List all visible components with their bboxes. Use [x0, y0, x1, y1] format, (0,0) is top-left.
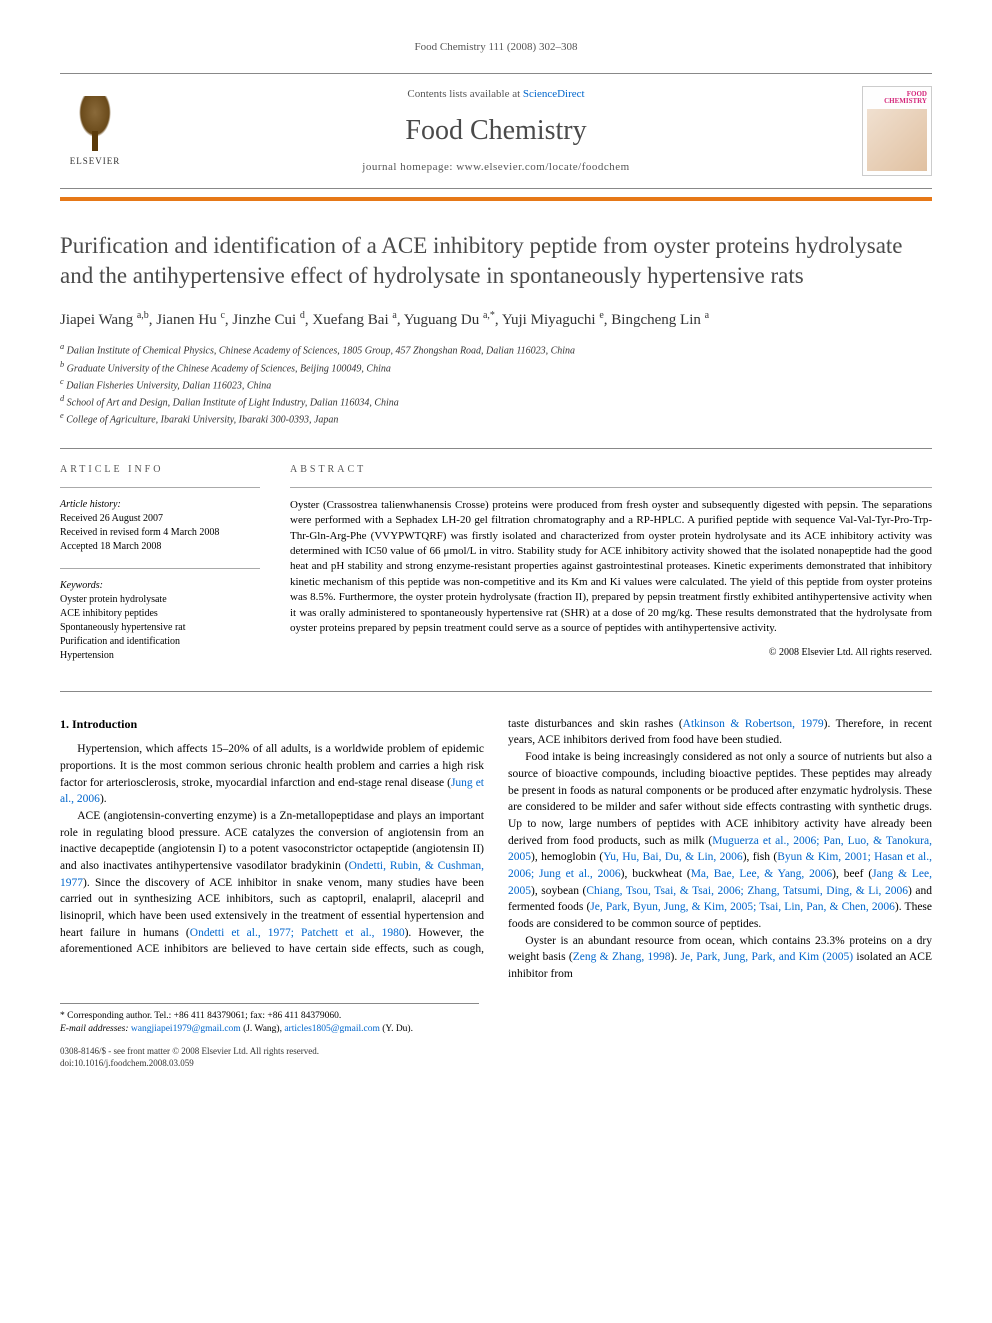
keyword-line: ACE inhibitory peptides [60, 607, 260, 621]
citation-link[interactable]: Ma, Bae, Lee, & Yang, 2006 [691, 868, 832, 880]
history-label: Article history: [60, 498, 260, 512]
keywords-block: Keywords: Oyster protein hydrolysateACE … [60, 579, 260, 663]
section-heading: 1. Introduction [60, 716, 484, 733]
publisher-logo: ELSEVIER [60, 91, 130, 171]
article-info-heading: ARTICLE INFO [60, 463, 260, 477]
article-title: Purification and identification of a ACE… [60, 231, 932, 291]
corresponding-author: * Corresponding author. Tel.: +86 411 84… [60, 1010, 479, 1023]
journal-title: Food Chemistry [150, 111, 842, 150]
citation-link[interactable]: Ondetti et al., 1977; Patchett et al., 1… [190, 927, 405, 939]
abstract-copyright: © 2008 Elsevier Ltd. All rights reserved… [290, 646, 932, 660]
banner-center: Contents lists available at ScienceDirec… [150, 87, 842, 175]
homepage-url: www.elsevier.com/locate/foodchem [456, 161, 630, 173]
publisher-label: ELSEVIER [70, 155, 121, 168]
affiliations: a Dalian Institute of Chemical Physics, … [60, 341, 932, 428]
journal-homepage-line: journal homepage: www.elsevier.com/locat… [150, 160, 842, 175]
citation-link[interactable]: Je, Park, Byun, Jung, & Kim, 2005; Tsai,… [590, 901, 895, 913]
keyword-line: Purification and identification [60, 635, 260, 649]
abstract-text: Oyster (Crassostrea talienwhanensis Cros… [290, 498, 932, 637]
affiliation-line: d School of Art and Design, Dalian Insti… [60, 393, 932, 410]
front-matter-line: 0308-8146/$ - see front matter © 2008 El… [60, 1046, 932, 1058]
history-line: Accepted 18 March 2008 [60, 540, 260, 554]
affiliation-line: a Dalian Institute of Chemical Physics, … [60, 341, 932, 358]
affiliation-line: b Graduate University of the Chinese Aca… [60, 359, 932, 376]
footer-meta: 0308-8146/$ - see front matter © 2008 El… [60, 1046, 932, 1069]
homepage-prefix: journal homepage: [362, 161, 456, 173]
contents-prefix: Contents lists available at [407, 88, 522, 100]
cover-thumb-title: FOOD CHEMISTRY [867, 91, 927, 105]
abstract-heading: ABSTRACT [290, 463, 932, 477]
keyword-line: Spontaneously hypertensive rat [60, 621, 260, 635]
citation-header: Food Chemistry 111 (2008) 302–308 [60, 40, 932, 55]
keyword-line: Oyster protein hydrolysate [60, 593, 260, 607]
contents-available-line: Contents lists available at ScienceDirec… [150, 87, 842, 102]
info-abstract-row: ARTICLE INFO Article history: Received 2… [60, 448, 932, 692]
citation-link[interactable]: Zeng & Zhang, 1998 [573, 951, 671, 963]
author-list: Jiapei Wang a,b, Jianen Hu c, Jinzhe Cui… [60, 309, 932, 331]
doi-line: doi:10.1016/j.foodchem.2008.03.059 [60, 1058, 932, 1070]
email-link[interactable]: wangjiapei1979@gmail.com [131, 1024, 241, 1034]
footnotes: * Corresponding author. Tel.: +86 411 84… [60, 1003, 479, 1037]
body-paragraph: Hypertension, which affects 15–20% of al… [60, 741, 484, 808]
journal-cover-thumbnail: FOOD CHEMISTRY [862, 86, 932, 176]
email-link[interactable]: articles1805@gmail.com [284, 1024, 380, 1034]
citation-link[interactable]: Yu, Hu, Bai, Du, & Lin, 2006 [603, 851, 742, 863]
journal-banner: ELSEVIER Contents lists available at Sci… [60, 73, 932, 189]
history-line: Received in revised form 4 March 2008 [60, 526, 260, 540]
abstract: ABSTRACT Oyster (Crassostrea talienwhane… [290, 463, 932, 677]
cover-thumb-image [867, 109, 927, 171]
citation-link[interactable]: Je, Park, Jung, Park, and Kim (2005) [681, 951, 854, 963]
keywords-label: Keywords: [60, 579, 260, 593]
affiliation-line: c Dalian Fisheries University, Dalian 11… [60, 376, 932, 393]
body-paragraph: Oyster is an abundant resource from ocea… [508, 933, 932, 983]
body-paragraph: Food intake is being increasingly consid… [508, 749, 932, 932]
elsevier-tree-icon [70, 96, 120, 151]
article-history: Article history: Received 26 August 2007… [60, 498, 260, 554]
email-label: E-mail addresses: [60, 1024, 129, 1034]
keyword-line: Hypertension [60, 649, 260, 663]
accent-bar [60, 197, 932, 201]
history-line: Received 26 August 2007 [60, 512, 260, 526]
email-addresses: E-mail addresses: wangjiapei1979@gmail.c… [60, 1023, 479, 1036]
article-body: 1. Introduction Hypertension, which affe… [60, 716, 932, 983]
citation-link[interactable]: Atkinson & Robertson, 1979 [683, 718, 824, 730]
sciencedirect-link[interactable]: ScienceDirect [523, 88, 585, 100]
article-info: ARTICLE INFO Article history: Received 2… [60, 463, 260, 677]
citation-link[interactable]: Chiang, Tsou, Tsai, & Tsai, 2006; Zhang,… [586, 885, 908, 897]
affiliation-line: e College of Agriculture, Ibaraki Univer… [60, 410, 932, 427]
